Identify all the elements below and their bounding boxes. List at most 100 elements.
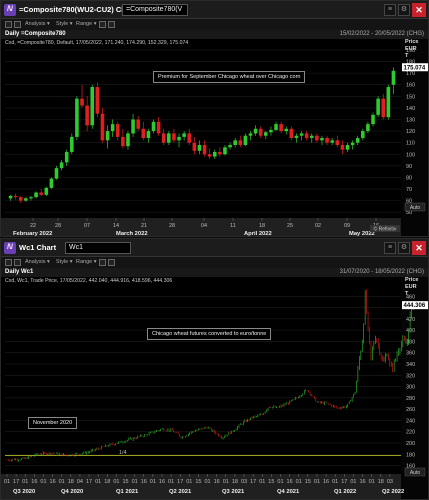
chart2-y-tick-label: 240 — [406, 418, 415, 424]
chart1-window-title: =Composite780(WU2-CU2) Chart — [19, 5, 136, 14]
chart2-infobar: Daily Wc1 31/07/2020 - 18/05/2022 (CHG) — [1, 268, 428, 277]
chart2-date-tick-label: 01 — [332, 479, 338, 485]
chart2-date-tick-label: 04 — [77, 479, 83, 485]
chart1-candle-body — [54, 168, 59, 179]
chart1-symbol-input[interactable]: =Composite780(V — [122, 4, 188, 16]
chart1-candle-body — [361, 131, 365, 139]
chart1-candle-body — [335, 140, 340, 145]
chart1-candle-body — [24, 198, 28, 201]
chart1-date-tick-label: 07 — [84, 223, 90, 229]
chart2-date-tick-label: 01 — [277, 479, 283, 485]
chart1-candle-body — [248, 133, 253, 136]
chart1-y-tick-label: 180 — [406, 60, 415, 66]
chart2-range-label: Range — [76, 259, 93, 265]
chart1-period-label: April 2022 — [244, 231, 272, 237]
chart1-range-menu[interactable]: Range ▾ — [76, 21, 97, 27]
chart2-period-label: Q3 2021 — [222, 489, 245, 495]
chart1-period-label: May 2022 — [349, 231, 375, 237]
chart1-date-tick-label: 11 — [230, 223, 236, 229]
chart2-date-tick-label: 01 — [186, 479, 192, 485]
chart2-plot[interactable]: PriceEURT4604404204003803603403203002802… — [1, 277, 429, 500]
chart1-candle-body — [223, 147, 227, 155]
chart1-candle-body — [289, 128, 294, 139]
chart2-style-menu[interactable]: Style ▾ — [56, 259, 73, 265]
chart1-close-button[interactable]: ✕ — [412, 3, 426, 17]
chart2-date-tick-label: 17 — [86, 479, 92, 485]
chart2-date-tick-label: 01 — [22, 479, 28, 485]
chart1-crosshair-icon[interactable] — [108, 21, 115, 28]
chart1-candle-body — [197, 144, 202, 151]
chart2-titlebar[interactable]: /\/ Wc1 Chart Wc1 ≡ ⚙ ✕ — [1, 239, 428, 257]
chart1-candle-body — [212, 151, 217, 157]
chart2-date-tick-label: 01 — [150, 479, 156, 485]
chart2-date-tick-label: 03 — [387, 479, 393, 485]
chart1-last-price-tag — [402, 63, 428, 72]
chart2-last-price-tag — [402, 301, 428, 310]
chart1-ohlc-readout: Cxd, =Composite780, Default, 17/05/2022,… — [5, 40, 189, 46]
chart1-titlebar[interactable]: /\/ =Composite780(WU2-CU2) Chart =Compos… — [1, 1, 428, 19]
chart2-date-tick-label: 01 — [59, 479, 65, 485]
chart1-y-tick-label: 80 — [406, 175, 412, 181]
chart1-settings-icon[interactable]: ⚙ — [398, 4, 410, 16]
chart1-zoom-icon[interactable] — [99, 21, 106, 28]
chart1-y-tick-label: 150 — [406, 94, 415, 100]
chart1-candle-body — [207, 154, 212, 157]
chart2-reference-line-label: 1/4 — [119, 450, 127, 456]
chart1-pointer-icon[interactable] — [5, 21, 12, 28]
chart2-symbol-input[interactable]: Wc1 — [65, 242, 131, 254]
chart1-candle-body — [182, 133, 186, 137]
chart1-price-unit: EUR — [405, 46, 417, 52]
chart2-date-tick-label: 16 — [31, 479, 37, 485]
chart1-candle-body — [304, 133, 309, 139]
chart2-date-tick-label: 15 — [305, 479, 311, 485]
chart1-candle-body — [376, 98, 380, 115]
chart1-toolbar: Analysis ▾ Style ▾ Range ▾ — [1, 19, 428, 30]
chart1-style-menu[interactable]: Style ▾ — [56, 21, 73, 27]
chart1-candle-body — [105, 131, 110, 141]
chart1-candle-body — [381, 98, 386, 118]
chart1-candle-body — [315, 135, 319, 141]
chart1-candle-body — [253, 128, 258, 134]
chart2-date-tick-label: 18 — [68, 479, 74, 485]
chart1-candle-body — [320, 138, 324, 141]
chart2-draw-icon[interactable] — [14, 259, 21, 266]
chart1-candle-body — [146, 131, 151, 139]
chart1-info-title: Daily =Composite780 — [5, 31, 66, 37]
chart1-y-tick-label: 170 — [406, 71, 415, 77]
chart1-date-band — [1, 218, 401, 236]
chart1-candle-body — [269, 129, 273, 133]
chart1-date-tick-label: 02 — [315, 223, 321, 229]
chart1-candle-body — [161, 133, 166, 143]
chart1-date-tick-label: 22 — [30, 223, 36, 229]
chart2-range-menu[interactable]: Range ▾ — [76, 259, 97, 265]
chart2-settings-icon[interactable]: ⚙ — [398, 242, 410, 254]
chart2-link-icon[interactable]: ≡ — [384, 242, 396, 254]
chart2-y-tick-label: 260 — [406, 407, 415, 413]
chart1-candle-body — [309, 135, 314, 139]
chart2-zoom-icon[interactable] — [99, 259, 106, 266]
chart1-link-icon[interactable]: ≡ — [384, 4, 396, 16]
chart1-candle-body — [64, 151, 69, 163]
chart1-candle-body — [238, 140, 243, 145]
chart2-date-tick-label: 16 — [287, 479, 293, 485]
chart2-date-tick-label: 18 — [378, 479, 384, 485]
chart1-analysis-menu[interactable]: Analysis ▾ — [25, 21, 50, 27]
chart1-y-tick-label: 90 — [406, 164, 412, 170]
chart1-range-label: Range — [76, 21, 93, 27]
chart2-pointer-icon[interactable] — [5, 259, 12, 266]
chart1-candle-body — [44, 187, 49, 195]
chart2-y-tick-label: 300 — [406, 385, 415, 391]
chart2-date-tick-label: 16 — [141, 479, 147, 485]
chart2-price-unit-t: T — [405, 291, 409, 297]
chart1-draw-icon[interactable] — [14, 21, 21, 28]
chart1-candle-body — [192, 142, 197, 151]
chart1-period-label: March 2022 — [116, 231, 148, 237]
chart2-close-button[interactable]: ✕ — [412, 241, 426, 255]
chart1-last-price-label: 175.074 — [404, 65, 426, 71]
chart2-y-tick-label: 320 — [406, 373, 415, 379]
chart2-last-price-label: 444.306 — [404, 303, 426, 309]
chart2-y-tick-label: 460 — [406, 294, 415, 300]
chart2-analysis-menu[interactable]: Analysis ▾ — [25, 259, 50, 265]
chart2-crosshair-icon[interactable] — [108, 259, 115, 266]
